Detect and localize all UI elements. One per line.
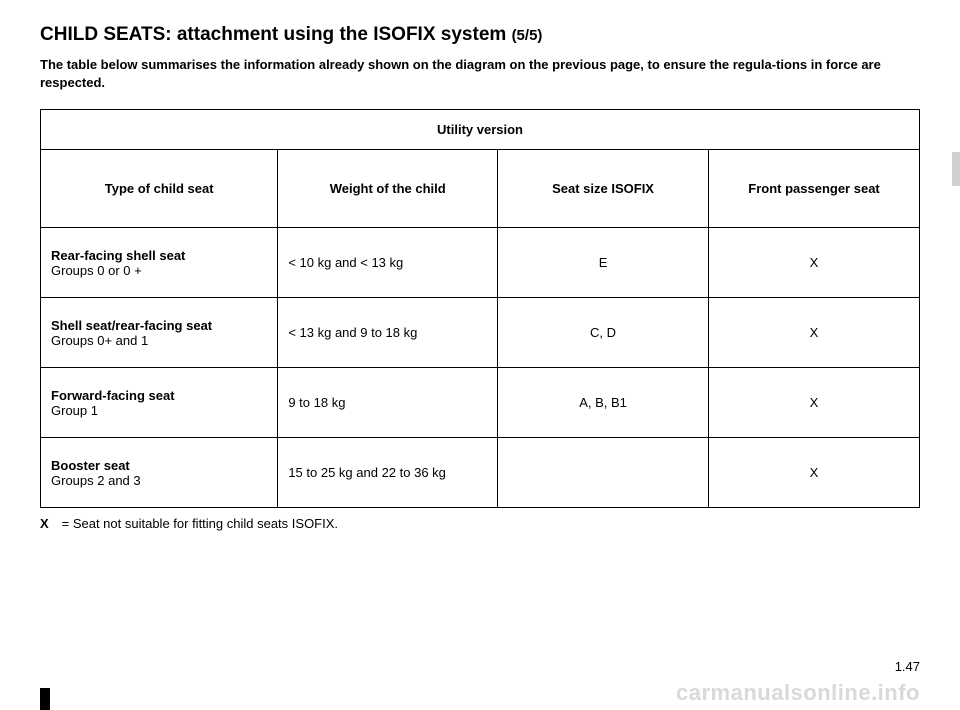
table-row-header-cols: Type of child seat Weight of the child S…	[41, 150, 920, 228]
cell-weight: < 13 kg and 9 to 18 kg	[278, 298, 498, 368]
legend: X = Seat not suitable for fitting child …	[40, 516, 920, 531]
cell-weight: < 10 kg and < 13 kg	[278, 228, 498, 298]
cell-front: X	[709, 228, 920, 298]
cell-seat-type: Forward-facing seat Group 1	[41, 368, 278, 438]
table-row: Booster seat Groups 2 and 3 15 to 25 kg …	[41, 438, 920, 508]
cell-seat-type: Booster seat Groups 2 and 3	[41, 438, 278, 508]
side-tab-marker	[952, 152, 960, 186]
table-row-header-util: Utility version	[41, 110, 920, 150]
cell-seat-type: Rear-facing shell seat Groups 0 or 0 +	[41, 228, 278, 298]
cell-size: E	[498, 228, 709, 298]
page-subtitle: The table below summarises the informati…	[40, 56, 920, 91]
col-header-weight: Weight of the child	[278, 150, 498, 228]
page-number: 1.47	[895, 659, 920, 674]
page-title: CHILD SEATS: attachment using the ISOFIX…	[40, 24, 920, 46]
seat-name: Shell seat/rear-facing seat	[51, 318, 212, 333]
seat-name: Forward-facing seat	[51, 388, 175, 403]
cell-weight: 15 to 25 kg and 22 to 36 kg	[278, 438, 498, 508]
cell-front: X	[709, 298, 920, 368]
table-row: Shell seat/rear-facing seat Groups 0+ an…	[41, 298, 920, 368]
legend-text: = Seat not suitable for fitting child se…	[62, 516, 338, 531]
table-row: Forward-facing seat Group 1 9 to 18 kg A…	[41, 368, 920, 438]
utility-header: Utility version	[41, 110, 920, 150]
title-main: CHILD SEATS: attachment using the ISOFIX…	[40, 24, 506, 45]
col-header-size: Seat size ISOFIX	[498, 150, 709, 228]
seat-groups: Groups 0 or 0 +	[51, 263, 142, 278]
col-header-type: Type of child seat	[41, 150, 278, 228]
seat-groups: Group 1	[51, 403, 98, 418]
cell-size: A, B, B1	[498, 368, 709, 438]
watermark: carmanualsonline.info	[676, 680, 920, 706]
table-row: Rear-facing shell seat Groups 0 or 0 + <…	[41, 228, 920, 298]
legend-key: X	[40, 516, 58, 531]
seat-name: Booster seat	[51, 458, 130, 473]
cell-size	[498, 438, 709, 508]
cell-weight: 9 to 18 kg	[278, 368, 498, 438]
cell-front: X	[709, 368, 920, 438]
title-suffix: (5/5)	[512, 27, 543, 44]
seat-groups: Groups 2 and 3	[51, 473, 141, 488]
seat-groups: Groups 0+ and 1	[51, 333, 148, 348]
cell-seat-type: Shell seat/rear-facing seat Groups 0+ an…	[41, 298, 278, 368]
cell-size: C, D	[498, 298, 709, 368]
col-header-front: Front passenger seat	[709, 150, 920, 228]
cell-front: X	[709, 438, 920, 508]
isofix-table: Utility version Type of child seat Weigh…	[40, 109, 920, 508]
bottom-marker	[40, 688, 50, 710]
seat-name: Rear-facing shell seat	[51, 248, 185, 263]
